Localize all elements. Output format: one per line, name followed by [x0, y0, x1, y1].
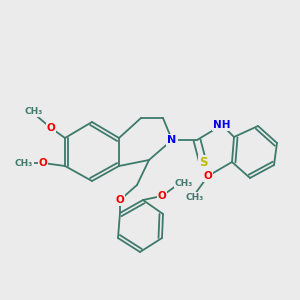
Text: O: O	[204, 171, 212, 181]
Text: S: S	[199, 157, 207, 169]
Text: CH₃: CH₃	[15, 158, 33, 167]
Text: N: N	[167, 135, 177, 145]
Text: O: O	[116, 195, 124, 205]
Text: CH₃: CH₃	[175, 178, 193, 188]
Text: O: O	[158, 191, 166, 201]
Text: O: O	[46, 123, 56, 133]
Text: CH₃: CH₃	[25, 107, 43, 116]
Text: CH₃: CH₃	[186, 193, 204, 202]
Text: O: O	[39, 158, 47, 168]
Text: NH: NH	[213, 120, 231, 130]
